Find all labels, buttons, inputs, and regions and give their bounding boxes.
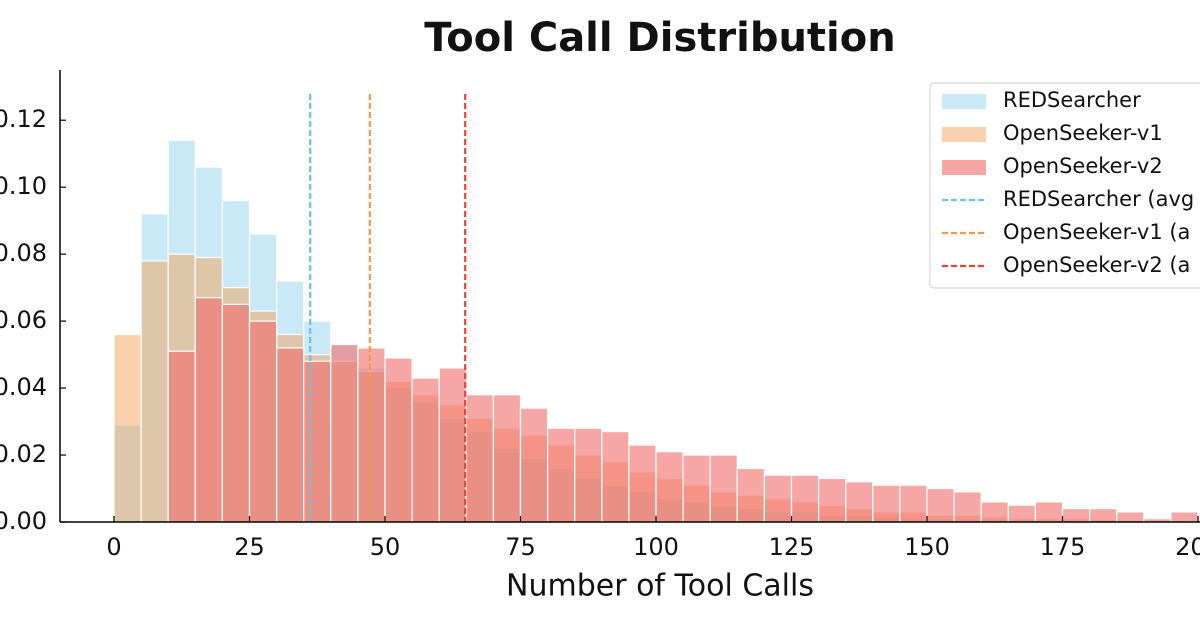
histogram-bar (1007, 504, 1036, 523)
chart-title: Tool Call Distribution (424, 15, 895, 61)
x-tick-label: 50 (370, 533, 401, 561)
legend-swatch (942, 127, 986, 142)
y-tick-label: 0.12 (0, 105, 47, 133)
histogram-bar (465, 394, 494, 523)
histogram-bar (357, 347, 386, 523)
y-tick-label: 0.00 (0, 507, 47, 535)
histogram-bar (872, 484, 901, 523)
histogram-bar (411, 377, 440, 523)
x-tick-label: 150 (904, 533, 950, 561)
legend-swatch (942, 94, 986, 109)
legend-label: OpenSeeker-v2 (a (1003, 253, 1190, 277)
histogram-bar (303, 360, 332, 523)
x-tick-label: 100 (633, 533, 679, 561)
histogram-bar (763, 474, 793, 523)
legend-label: OpenSeeker-v1 (a (1003, 220, 1190, 244)
x-axis-label: Number of Tool Calls (506, 569, 814, 604)
histogram-bar (1061, 508, 1091, 523)
y-tick-label: 0.06 (0, 306, 47, 334)
y-tick-label: 0.04 (0, 373, 47, 401)
histogram-bar (926, 487, 955, 523)
legend-box (929, 82, 1200, 289)
y-tick-label: 0.08 (0, 239, 47, 267)
x-tick-label: 175 (1040, 533, 1086, 561)
histogram-bar (790, 474, 820, 523)
histogram-bar (601, 431, 630, 523)
histogram-bar (980, 501, 1009, 523)
x-tick-label: 125 (769, 533, 815, 561)
histogram-bar (276, 347, 305, 523)
histogram-bar (248, 320, 278, 523)
histogram-bar (574, 427, 603, 523)
x-tick-label: 75 (505, 533, 536, 561)
y-tick-label: 0.10 (0, 172, 47, 200)
histogram-bar (1170, 511, 1199, 523)
histogram-bar (1034, 501, 1064, 523)
legend-label: OpenSeeker-v1 (1003, 121, 1163, 145)
legend: REDSearcher OpenSeeker-v1 OpenSeeker-v2 RED… (929, 82, 1200, 289)
x-tick-label: 200 (1175, 533, 1200, 561)
histogram-bar (519, 407, 549, 523)
histogram-bar (817, 477, 847, 523)
histogram-bar (655, 451, 684, 523)
histogram-bar (736, 467, 765, 523)
legend-swatch (942, 160, 986, 175)
x-tick-label: 0 (106, 533, 121, 561)
histogram-bar (330, 343, 359, 523)
histogram-bar (140, 260, 169, 523)
histogram-bar (628, 444, 657, 523)
histogram-bar (438, 367, 467, 523)
histogram-bar (682, 454, 711, 523)
histogram-bar (194, 297, 224, 523)
histogram-bar (384, 357, 413, 523)
histogram-bar (1116, 511, 1145, 523)
histogram-bar (546, 427, 576, 523)
legend-label: OpenSeeker-v2 (1003, 154, 1163, 178)
y-tick-label: 0.02 (0, 440, 47, 468)
histogram-bar (167, 350, 196, 523)
histogram-bar (221, 303, 251, 523)
histogram-bar (492, 394, 522, 523)
legend-label: REDSearcher (1003, 88, 1141, 112)
histogram-bar (1088, 508, 1118, 523)
histogram-bar (113, 333, 142, 523)
histogram-bar (845, 481, 874, 523)
x-tick-label: 25 (234, 533, 265, 561)
histogram-bar (953, 491, 982, 523)
histogram-bar (899, 484, 928, 523)
histogram-bar (709, 454, 738, 523)
legend-label: REDSearcher (avg (1003, 187, 1194, 211)
